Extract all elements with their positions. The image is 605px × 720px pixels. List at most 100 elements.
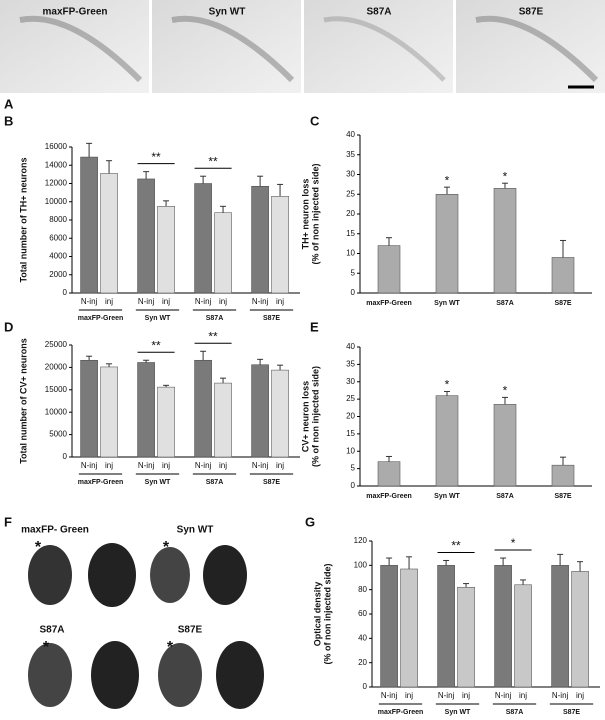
y-axis-label: (% of non injected side) [322, 563, 332, 664]
image-label: S87A [39, 625, 64, 636]
injected-marker: * [35, 539, 42, 556]
y-tick-label: 20000 [45, 363, 68, 372]
micrograph [456, 0, 605, 93]
micrograph [304, 0, 453, 93]
y-tick-label: 10000 [45, 407, 68, 416]
bar [214, 212, 232, 294]
bar [494, 565, 512, 688]
bar [493, 404, 517, 487]
y-tick-label: 20 [358, 658, 367, 667]
x-tick-label: S87A [506, 709, 524, 716]
y-axis-label: CV+ neuron loss [300, 381, 310, 452]
micrograph [152, 0, 301, 93]
bar [137, 362, 155, 458]
bar [100, 366, 118, 458]
x-tick-label: S87A [206, 479, 224, 486]
series-label: N-inj [138, 461, 155, 470]
y-tick-label: 0 [351, 288, 356, 297]
y-tick-label: 8000 [49, 215, 67, 224]
y-tick-label: 40 [358, 633, 367, 642]
x-tick-label: Syn WT [145, 315, 171, 322]
bar [80, 359, 98, 458]
bar [437, 565, 455, 688]
panel-label: F [4, 514, 12, 529]
brain-slice [158, 643, 202, 707]
injected-marker: * [43, 639, 50, 656]
series-label: inj [162, 461, 170, 470]
significance: * [445, 378, 450, 392]
image-label: Syn WT [209, 7, 246, 18]
y-tick-label: 40 [346, 130, 355, 139]
image-label: S87E [519, 7, 544, 18]
series-label: N-inj [252, 461, 269, 470]
y-tick-label: 30 [346, 377, 355, 386]
series-label: inj [105, 461, 113, 470]
brain-slice [88, 543, 136, 607]
bar [194, 183, 212, 294]
x-tick-label: Syn WT [434, 493, 460, 500]
bar [251, 185, 269, 294]
y-tick-label: 35 [346, 359, 355, 368]
y-tick-label: 5000 [49, 430, 67, 439]
bar [493, 188, 517, 294]
bar [457, 586, 475, 688]
bar [435, 395, 459, 487]
y-tick-label: 0 [351, 481, 356, 490]
panel-label: C [310, 113, 320, 128]
y-tick-label: 15 [346, 229, 355, 238]
bar [157, 206, 175, 294]
y-tick-label: 0 [363, 682, 368, 691]
y-tick-label: 5 [351, 464, 356, 473]
bar [80, 156, 98, 294]
panel-f-images [28, 543, 264, 709]
y-axis-label: TH+ neuron loss [300, 179, 310, 250]
y-tick-label: 30 [346, 170, 355, 179]
x-tick-label: Syn WT [434, 300, 460, 307]
series-label: N-inj [81, 461, 98, 470]
x-tick-label: maxFP-Green [366, 300, 412, 307]
series-label: N-inj [195, 297, 212, 306]
series-label: inj [519, 691, 527, 700]
y-tick-label: 15000 [45, 385, 68, 394]
bar [271, 369, 289, 458]
series-label: inj [462, 691, 470, 700]
y-tick-label: 12000 [45, 179, 68, 188]
panel-label: B [4, 113, 13, 128]
x-tick-label: S87E [554, 300, 571, 307]
injected-marker: * [167, 639, 174, 656]
y-tick-label: 25 [346, 189, 355, 198]
bar [551, 565, 569, 688]
x-tick-label: maxFP-Green [78, 315, 124, 322]
image-label: maxFP-Green [42, 7, 107, 18]
y-tick-label: 40 [346, 342, 355, 351]
series-label: N-inj [195, 461, 212, 470]
brain-slice [203, 545, 247, 605]
bar [551, 464, 575, 487]
y-tick-label: 120 [354, 536, 368, 545]
series-label: inj [219, 297, 227, 306]
x-tick-label: S87A [496, 300, 514, 307]
series-label: N-inj [438, 691, 455, 700]
series-label: N-inj [495, 691, 512, 700]
panel-label: D [4, 319, 13, 334]
x-tick-label: Syn WT [445, 709, 471, 716]
y-tick-label: 25 [346, 394, 355, 403]
y-tick-label: 16000 [45, 142, 68, 151]
significance: ** [151, 338, 161, 352]
significance: * [445, 173, 450, 187]
y-tick-label: 10000 [45, 197, 68, 206]
y-tick-label: 0 [63, 452, 68, 461]
injected-marker: * [163, 539, 170, 556]
y-tick-label: 60 [358, 609, 367, 618]
panel-a-images [0, 0, 605, 93]
series-label: N-inj [252, 297, 269, 306]
brain-slice [28, 643, 72, 707]
series-label: inj [576, 691, 584, 700]
y-axis-label: Total number of TH+ neurons [18, 157, 28, 282]
x-tick-label: S87E [554, 493, 571, 500]
bar [137, 178, 155, 294]
image-label: maxFP- Green [21, 525, 89, 536]
series-label: inj [219, 461, 227, 470]
series-label: inj [276, 297, 284, 306]
